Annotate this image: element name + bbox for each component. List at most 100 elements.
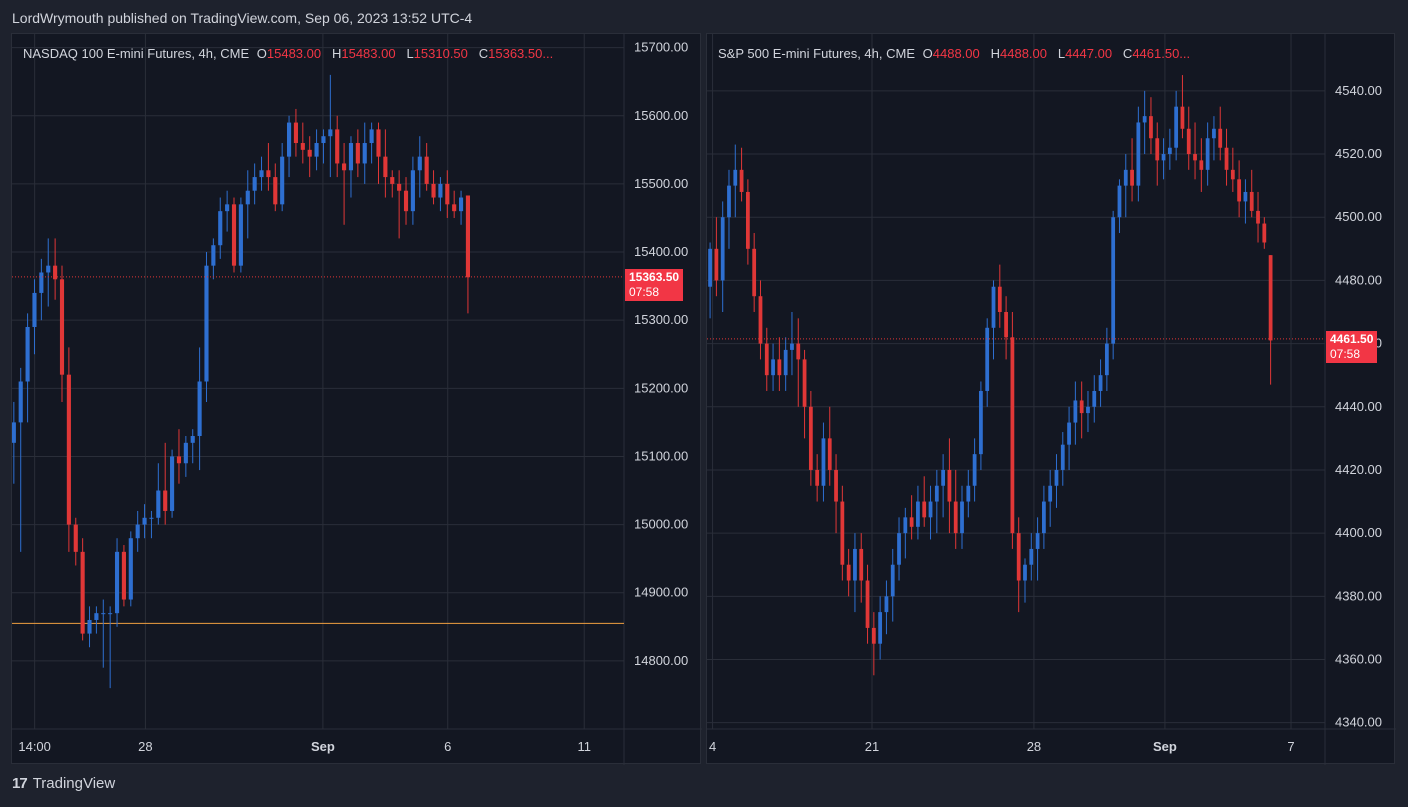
sp500-candle-body — [846, 564, 851, 581]
nasdaq-candle-body — [135, 524, 140, 539]
nasdaq-candle-body — [46, 265, 51, 273]
sp500-candle-body — [897, 533, 901, 565]
sp500-candle-body — [878, 612, 883, 644]
nasdaq-candle-body — [128, 538, 133, 600]
nasdaq-xtick-label: 28 — [138, 739, 152, 754]
tradingview-logo-text: TradingView — [32, 775, 116, 792]
nasdaq-candle-body — [121, 551, 126, 600]
sp500-candle-body — [1092, 390, 1097, 407]
nasdaq-candle-body — [163, 490, 168, 511]
nasdaq-candle-body — [211, 245, 216, 266]
nasdaq-candle-body — [231, 204, 237, 266]
sp500-candle-body — [890, 564, 895, 597]
nasdaq-candle-body — [53, 265, 58, 280]
sp500-candle-body — [1123, 169, 1128, 186]
nasdaq-candle-body — [280, 156, 285, 205]
sp500-candle-body — [1136, 122, 1141, 186]
sp500-candle-body — [1023, 564, 1027, 581]
tradingview-logo[interactable]: 17 TradingView — [12, 775, 115, 792]
nasdaq-candle-body — [397, 183, 402, 191]
sp500-candle-body — [1149, 116, 1153, 139]
sp500-candle-body — [853, 548, 857, 581]
sp500-candle-body — [1054, 469, 1059, 486]
nasdaq-candle-body — [390, 177, 395, 184]
nasdaq-candle-body — [12, 422, 16, 443]
sp500-last-price-tag: 4461.50 07:58 — [1326, 330, 1378, 363]
sp500-candle-body — [928, 501, 933, 518]
sp500-ytick-label: 4540.00 — [1335, 83, 1382, 98]
nasdaq-open-value: 15483.00 — [266, 46, 322, 61]
nasdaq-candle-body — [321, 136, 326, 144]
nasdaq-candle-body — [190, 436, 195, 443]
nasdaq-candle-body — [204, 265, 209, 382]
sp500-candle-body — [1256, 210, 1260, 224]
sp500-candle-body — [1218, 128, 1223, 148]
sp500-candle-body — [1117, 185, 1122, 218]
nasdaq-candle-body — [376, 129, 381, 157]
chart-panel-sp500[interactable]: 4540.004520.004500.004480.004460.004440.… — [706, 33, 1396, 765]
sp500-candle-body — [1060, 444, 1065, 470]
chart-panel-nasdaq[interactable]: 15700.00 15600.00 15500.00 15400.00 15300.00… — [11, 33, 702, 765]
sp500-candlestick-chart[interactable]: 4540.004520.004500.004480.004460.004440.… — [707, 34, 1396, 765]
sp500-candle-body — [934, 485, 939, 502]
sp500-candle-body — [991, 286, 996, 328]
sp500-symbol-title: S&P 500 E-mini Futures, 4h, CME — [718, 46, 916, 61]
nasdaq-candle-body — [348, 143, 354, 171]
sp500-candle-body — [1193, 154, 1197, 161]
nasdaq-ytick-label: 15200.00 — [634, 380, 688, 395]
nasdaq-candlestick-chart[interactable]: 15700.00 15600.00 15500.00 15400.00 15300.00… — [12, 34, 702, 765]
nasdaq-candle-body — [403, 190, 409, 212]
nasdaq-candle-body — [266, 170, 271, 178]
nasdaq-candle-body — [362, 143, 367, 164]
sp500-candle-body — [815, 469, 820, 486]
sp500-last-price: 4461.50 — [1330, 331, 1374, 346]
sp500-countdown: 07:58 — [1330, 346, 1361, 361]
sp500-ytick-label: 4480.00 — [1335, 272, 1382, 287]
sp500-candle-body — [1016, 533, 1021, 581]
sp500-candle-body — [1268, 255, 1273, 341]
nasdaq-candle-body — [142, 517, 147, 525]
sp500-candle-body — [821, 438, 826, 486]
sp500-candle-body — [720, 217, 725, 281]
nasdaq-candle-body — [149, 517, 154, 519]
sp500-candle-body — [1130, 169, 1134, 186]
sp500-candle-body — [1205, 138, 1210, 170]
sp500-candle-body — [865, 580, 870, 628]
nasdaq-ytick-label: 14800.00 — [634, 653, 688, 668]
nasdaq-ytick-label: 15500.00 — [634, 176, 688, 191]
nasdaq-candle-body — [293, 122, 298, 144]
sp500-candle-body — [758, 296, 763, 344]
sp500-candle-body — [1230, 169, 1235, 180]
nasdaq-candle-body — [176, 456, 182, 464]
sp500-candle-body — [1079, 400, 1084, 414]
sp500-candle-body — [960, 501, 964, 534]
sp500-candle-body — [1004, 312, 1008, 338]
nasdaq-ytick-label: 15100.00 — [634, 448, 688, 463]
sp500-candle-body — [1048, 485, 1053, 502]
sp500-candle-body — [1249, 191, 1254, 211]
sp500-low-value: 4447.00 — [1065, 46, 1113, 61]
nasdaq-candle-body — [335, 129, 340, 164]
nasdaq-candle-body — [108, 613, 113, 615]
nasdaq-candle-body — [73, 524, 78, 552]
nasdaq-candle-body — [445, 183, 450, 205]
sp500-legend: S&P 500 E-mini Futures, 4h, CME O4488.00… — [718, 46, 1191, 61]
sp500-ytick-label: 4360.00 — [1335, 652, 1382, 667]
sp500-candle-body — [1041, 501, 1046, 534]
sp500-candle-body — [1186, 128, 1191, 155]
sp500-xtick-label: 28 — [1027, 739, 1041, 754]
nasdaq-candle-body — [424, 156, 429, 184]
sp500-close-value: 4461.50... — [1132, 46, 1191, 61]
sp500-candle-body — [745, 191, 750, 249]
sp500-candle-body — [1199, 160, 1204, 170]
nasdaq-candle-body — [342, 163, 347, 171]
tradingview-logo-icon: 17 — [12, 775, 28, 792]
sp500-candle-body — [997, 286, 1002, 312]
nasdaq-candle-body — [156, 490, 161, 518]
nasdaq-candle-body — [286, 122, 292, 157]
nasdaq-candle-body — [245, 190, 250, 205]
nasdaq-candle-body — [183, 442, 188, 464]
sp500-candle-body — [771, 359, 775, 376]
nasdaq-last-price: 15363.50 — [629, 269, 680, 284]
sp500-candle-body — [966, 485, 971, 502]
